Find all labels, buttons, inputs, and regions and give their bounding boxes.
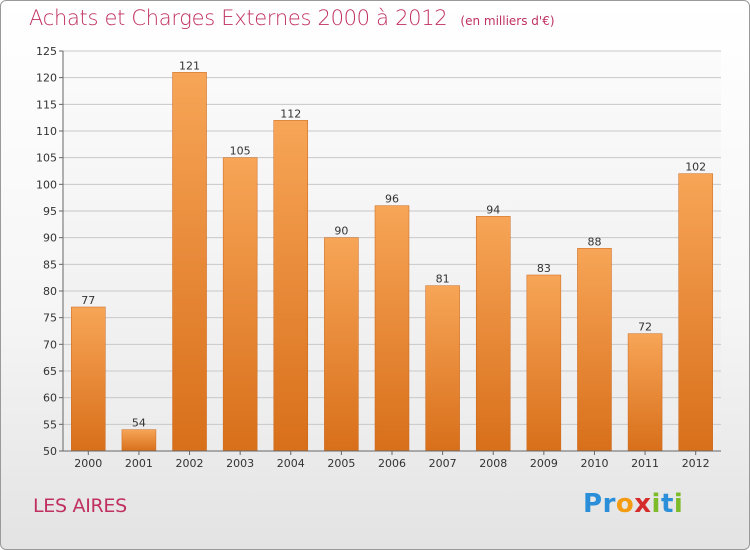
y-tick-label: 80	[43, 285, 57, 298]
bar	[273, 120, 309, 452]
chart-title: Achats et Charges Externes 2000 à 2012	[29, 6, 448, 30]
bar	[374, 205, 410, 452]
x-axis: 2000 2001 2002 2003 2004 2005 2006 2007 2008 2009…	[63, 450, 721, 470]
y-tick-label: 120	[36, 72, 57, 85]
bar	[222, 157, 258, 452]
x-tick-label: 2012	[682, 457, 710, 470]
unit-note: (en milliers d'€)	[460, 14, 555, 28]
bar-value-label: 102	[685, 161, 706, 174]
x-tick-label: 2001	[125, 457, 153, 470]
bar	[475, 216, 511, 452]
bar-value-label: 83	[537, 262, 551, 275]
y-tick-label: 55	[43, 418, 57, 431]
bar	[71, 306, 106, 452]
bar-value-label: 81	[436, 273, 450, 286]
x-tick-label: 2003	[226, 457, 254, 470]
bar	[172, 72, 207, 452]
y-tick-label: 50	[43, 445, 57, 458]
bar	[121, 429, 157, 452]
bar	[324, 237, 359, 452]
x-tick-label: 2006	[378, 457, 406, 470]
bar	[627, 333, 663, 452]
y-tick-label: 60	[43, 392, 57, 405]
bar-value-label: 121	[179, 59, 200, 72]
y-tick-label: 100	[36, 178, 57, 191]
y-tick-label: 105	[36, 152, 57, 165]
x-tick-label: 2004	[277, 457, 305, 470]
x-tick-label: 2008	[479, 457, 507, 470]
y-tick-label: 70	[43, 338, 57, 351]
y-tick-label: 75	[43, 312, 57, 325]
logo-letter: i	[651, 489, 661, 519]
bar-value-label: 72	[638, 321, 652, 334]
bar-value-label: 88	[587, 235, 601, 248]
proxiti-logo[interactable]: Proxiti	[583, 489, 683, 519]
logo-letter: i	[673, 489, 684, 519]
bar-value-label: 112	[280, 107, 301, 120]
place-name: LES AIRES	[33, 495, 127, 517]
bar	[577, 248, 612, 452]
x-tick-label: 2000	[74, 457, 102, 470]
logo-letter: P	[583, 489, 603, 519]
y-axis: 50 55 60 65 70 75 80 85 90 95 100 105 110 115 120 125	[36, 45, 64, 458]
x-tick-label: 2009	[530, 457, 558, 470]
logo-letter: o	[615, 489, 635, 519]
bar-value-label: 54	[132, 417, 146, 430]
y-tick-label: 90	[43, 232, 57, 245]
y-tick-label: 85	[43, 258, 57, 271]
bar-value-label: 96	[385, 193, 399, 206]
x-tick-label: 2010	[580, 457, 608, 470]
logo-letter: r	[602, 489, 616, 519]
bar-value-label: 90	[334, 225, 348, 238]
title-row: Achats et Charges Externes 2000 à 2012 (…	[29, 6, 555, 30]
y-tick-label: 125	[36, 45, 57, 58]
y-tick-label: 95	[43, 205, 57, 218]
bars: 77 54 121 105 112 90 96 81 94 83 88 72 102	[71, 59, 713, 452]
bar-value-label: 105	[230, 145, 251, 158]
x-tick-label: 2005	[327, 457, 355, 470]
x-tick-label: 2002	[176, 457, 204, 470]
bar-value-label: 94	[486, 203, 500, 216]
bar	[526, 274, 562, 452]
bar	[425, 285, 460, 452]
logo-letter: x	[634, 489, 652, 519]
y-tick-label: 65	[43, 365, 57, 378]
bar-value-label: 77	[81, 294, 95, 307]
y-tick-label: 115	[36, 98, 57, 111]
bar	[678, 173, 713, 452]
logo-letter: t	[660, 489, 674, 519]
y-tick-label: 110	[36, 125, 57, 138]
x-tick-label: 2011	[631, 457, 659, 470]
x-tick-label: 2007	[429, 457, 457, 470]
